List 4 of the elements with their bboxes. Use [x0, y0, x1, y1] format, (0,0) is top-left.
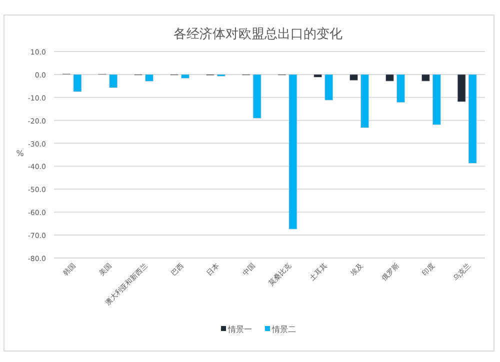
y-axis-title: %: [16, 149, 24, 158]
chart-title: 各经济体对欧盟总出口的变化: [174, 27, 342, 42]
legend-label: 情景二: [271, 325, 296, 334]
legend-label: 情景一: [227, 325, 252, 334]
